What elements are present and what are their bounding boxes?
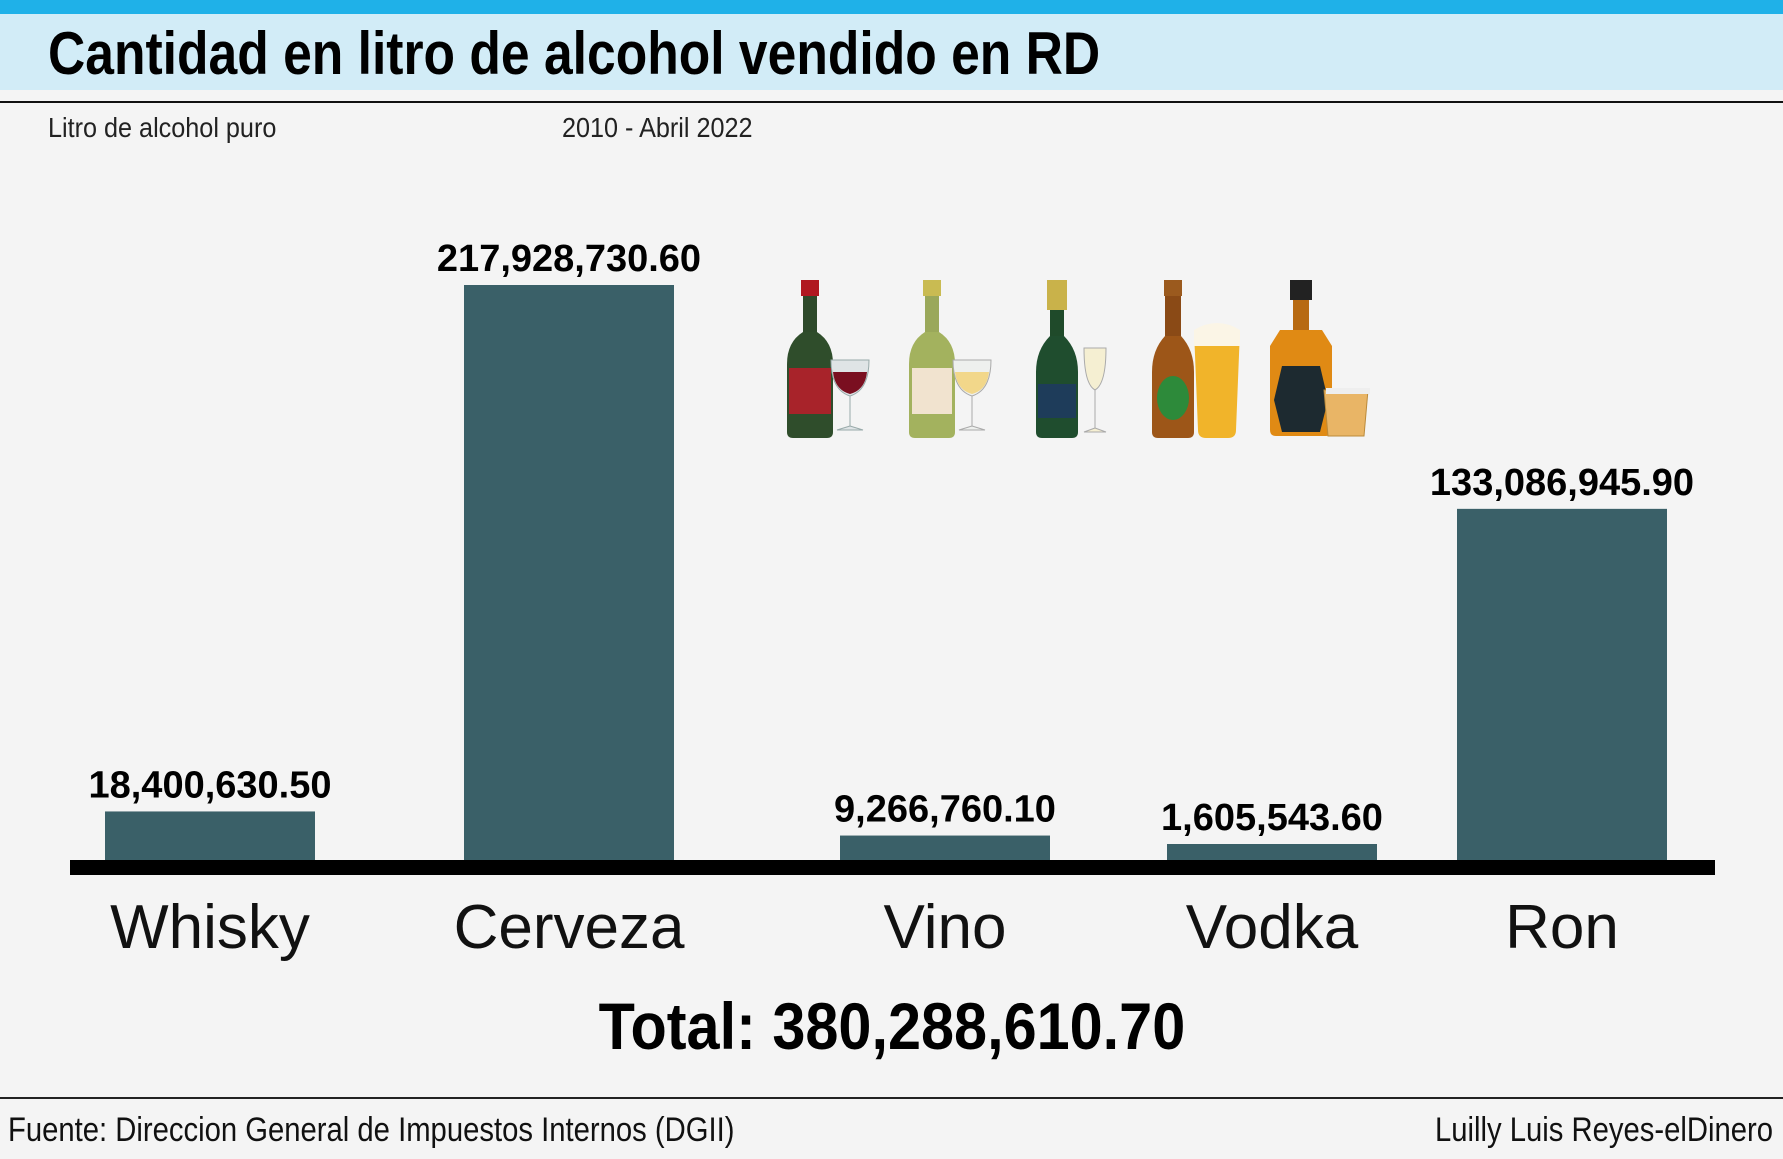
value-label-cerveza: 217,928,730.60 (437, 238, 701, 280)
chart-title: Cantidad en litro de alcohol vendido en … (48, 20, 1101, 87)
white-wine-bottle-glass-icon (909, 280, 992, 438)
value-label-vino: 9,266,760.10 (834, 789, 1056, 831)
unit-note: Litro de alcohol puro (48, 112, 277, 143)
value-label-ron: 133,086,945.90 (1430, 462, 1694, 504)
x-axis-baseline (70, 860, 1715, 875)
title-divider (0, 101, 1783, 103)
bar-vino (840, 835, 1050, 860)
beer-bottle-glass-icon (1152, 280, 1240, 438)
total-text: Total: 380,288,610.70 (598, 989, 1185, 1063)
bar-whisky (105, 811, 315, 860)
bar-chart: 18,400,630.50 217,928,730.60 9,266,760.10 1… (70, 238, 1715, 962)
bars-group (105, 285, 1667, 860)
top-accent-bar (0, 0, 1783, 14)
author-credit: Luilly Luis Reyes-elDinero (1434, 1111, 1773, 1149)
value-label-vodka: 1,605,543.60 (1161, 797, 1383, 839)
category-label-vodka: Vodka (1186, 893, 1359, 962)
source-note: Fuente: Direccion General de Impuestos I… (8, 1111, 735, 1149)
period-label: 2010 - Abril 2022 (562, 112, 753, 143)
title-band (0, 14, 1783, 90)
category-label-whisky: Whisky (110, 893, 310, 962)
bottle-illustrations (787, 280, 1370, 438)
total-value: Total: 380,288,610.70 (0, 988, 1783, 1064)
value-labels-group: 18,400,630.50 217,928,730.60 9,266,760.10 1… (88, 238, 1694, 839)
bar-ron (1457, 508, 1667, 860)
category-label-vino: Vino (884, 893, 1007, 962)
bar-vodka (1167, 844, 1377, 860)
whisky-bottle-glass-icon (1270, 280, 1370, 437)
red-wine-bottle-glass-icon (787, 280, 870, 438)
footer-divider (0, 1097, 1783, 1099)
value-label-whisky: 18,400,630.50 (88, 764, 331, 806)
category-label-ron: Ron (1505, 893, 1619, 962)
bar-cerveza (464, 285, 674, 860)
category-label-cerveza: Cerveza (454, 893, 685, 962)
champagne-bottle-glass-icon (1036, 280, 1107, 438)
category-labels-group: Whisky Cerveza Vino Vodka Ron (110, 893, 1619, 962)
